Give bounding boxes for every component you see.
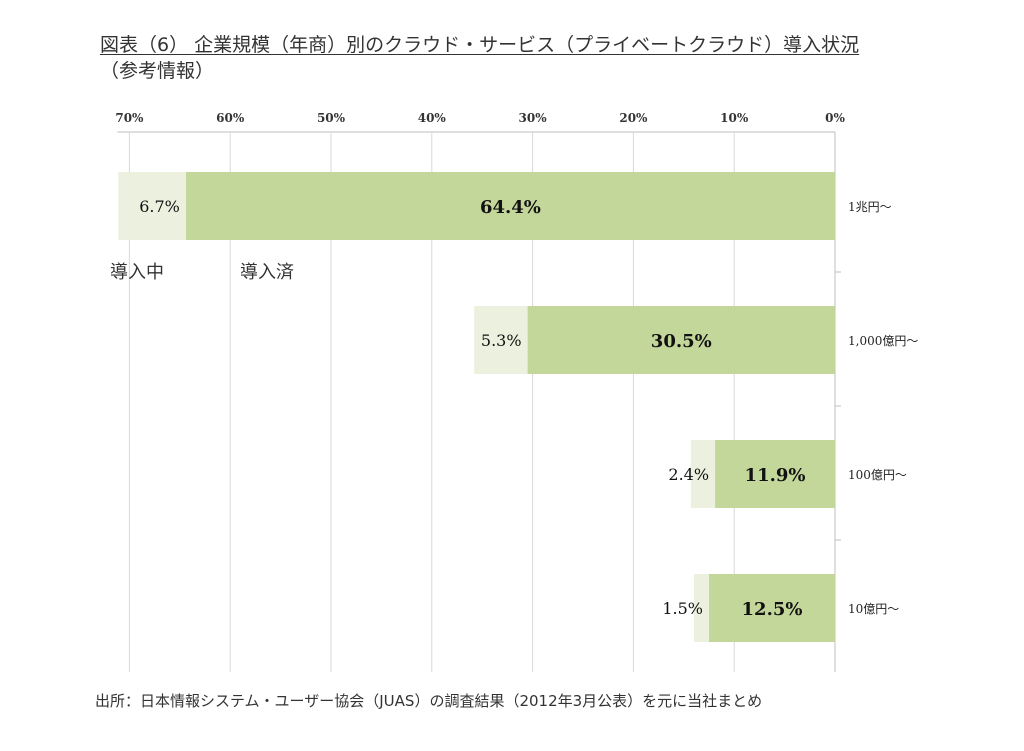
x-tick-label: 30% (519, 111, 548, 125)
x-tick-label: 50% (317, 111, 346, 125)
bar-segment-in-progress (693, 574, 709, 642)
bar-segment-implemented (715, 440, 835, 508)
data-label-in-progress: 6.7% (139, 197, 180, 216)
x-tick-label: 20% (619, 111, 648, 125)
legend-label-implemented: 導入済 (240, 262, 294, 283)
category-label: 10億円～ (848, 602, 899, 616)
bar-segment-implemented (527, 306, 835, 374)
bar-segment-in-progress (690, 440, 716, 508)
data-label-implemented: 11.9% (745, 465, 806, 486)
category-label: 100億円～ (848, 468, 907, 482)
category-label: 1,000億円～ (848, 334, 918, 348)
data-label-in-progress: 1.5% (662, 599, 703, 618)
category-label: 1兆円～ (848, 200, 892, 214)
x-tick-label: 40% (418, 111, 447, 125)
x-tick-label: 10% (720, 111, 749, 125)
legend-label-in-progress: 導入中 (110, 262, 164, 283)
data-label-in-progress: 2.4% (668, 465, 709, 484)
data-label-implemented: 30.5% (651, 331, 712, 352)
bar-segment-implemented (185, 172, 835, 240)
x-tick-label: 70% (115, 111, 144, 125)
data-label-in-progress: 5.3% (481, 331, 522, 350)
bar-segment-in-progress (474, 306, 528, 374)
chart-title-line2: （参考情報） (100, 60, 215, 82)
data-label-implemented: 64.4% (480, 197, 541, 218)
bar-segment-in-progress (118, 172, 186, 240)
chart-title: 図表（6） 企業規模（年商）別のクラウド・サービス（プライベートクラウド）導入状… (100, 32, 859, 84)
source-note: 出所：日本情報システム・ユーザー協会（JUAS）の調査結果（2012年3月公表）… (95, 692, 763, 710)
data-label-implemented: 12.5% (742, 599, 803, 620)
chart-title-line1: 図表（6） 企業規模（年商）別のクラウド・サービス（プライベートクラウド）導入状… (100, 34, 860, 56)
x-tick-label: 60% (216, 111, 245, 125)
x-tick-label: 0% (825, 111, 845, 125)
bar-segment-implemented (709, 574, 835, 642)
